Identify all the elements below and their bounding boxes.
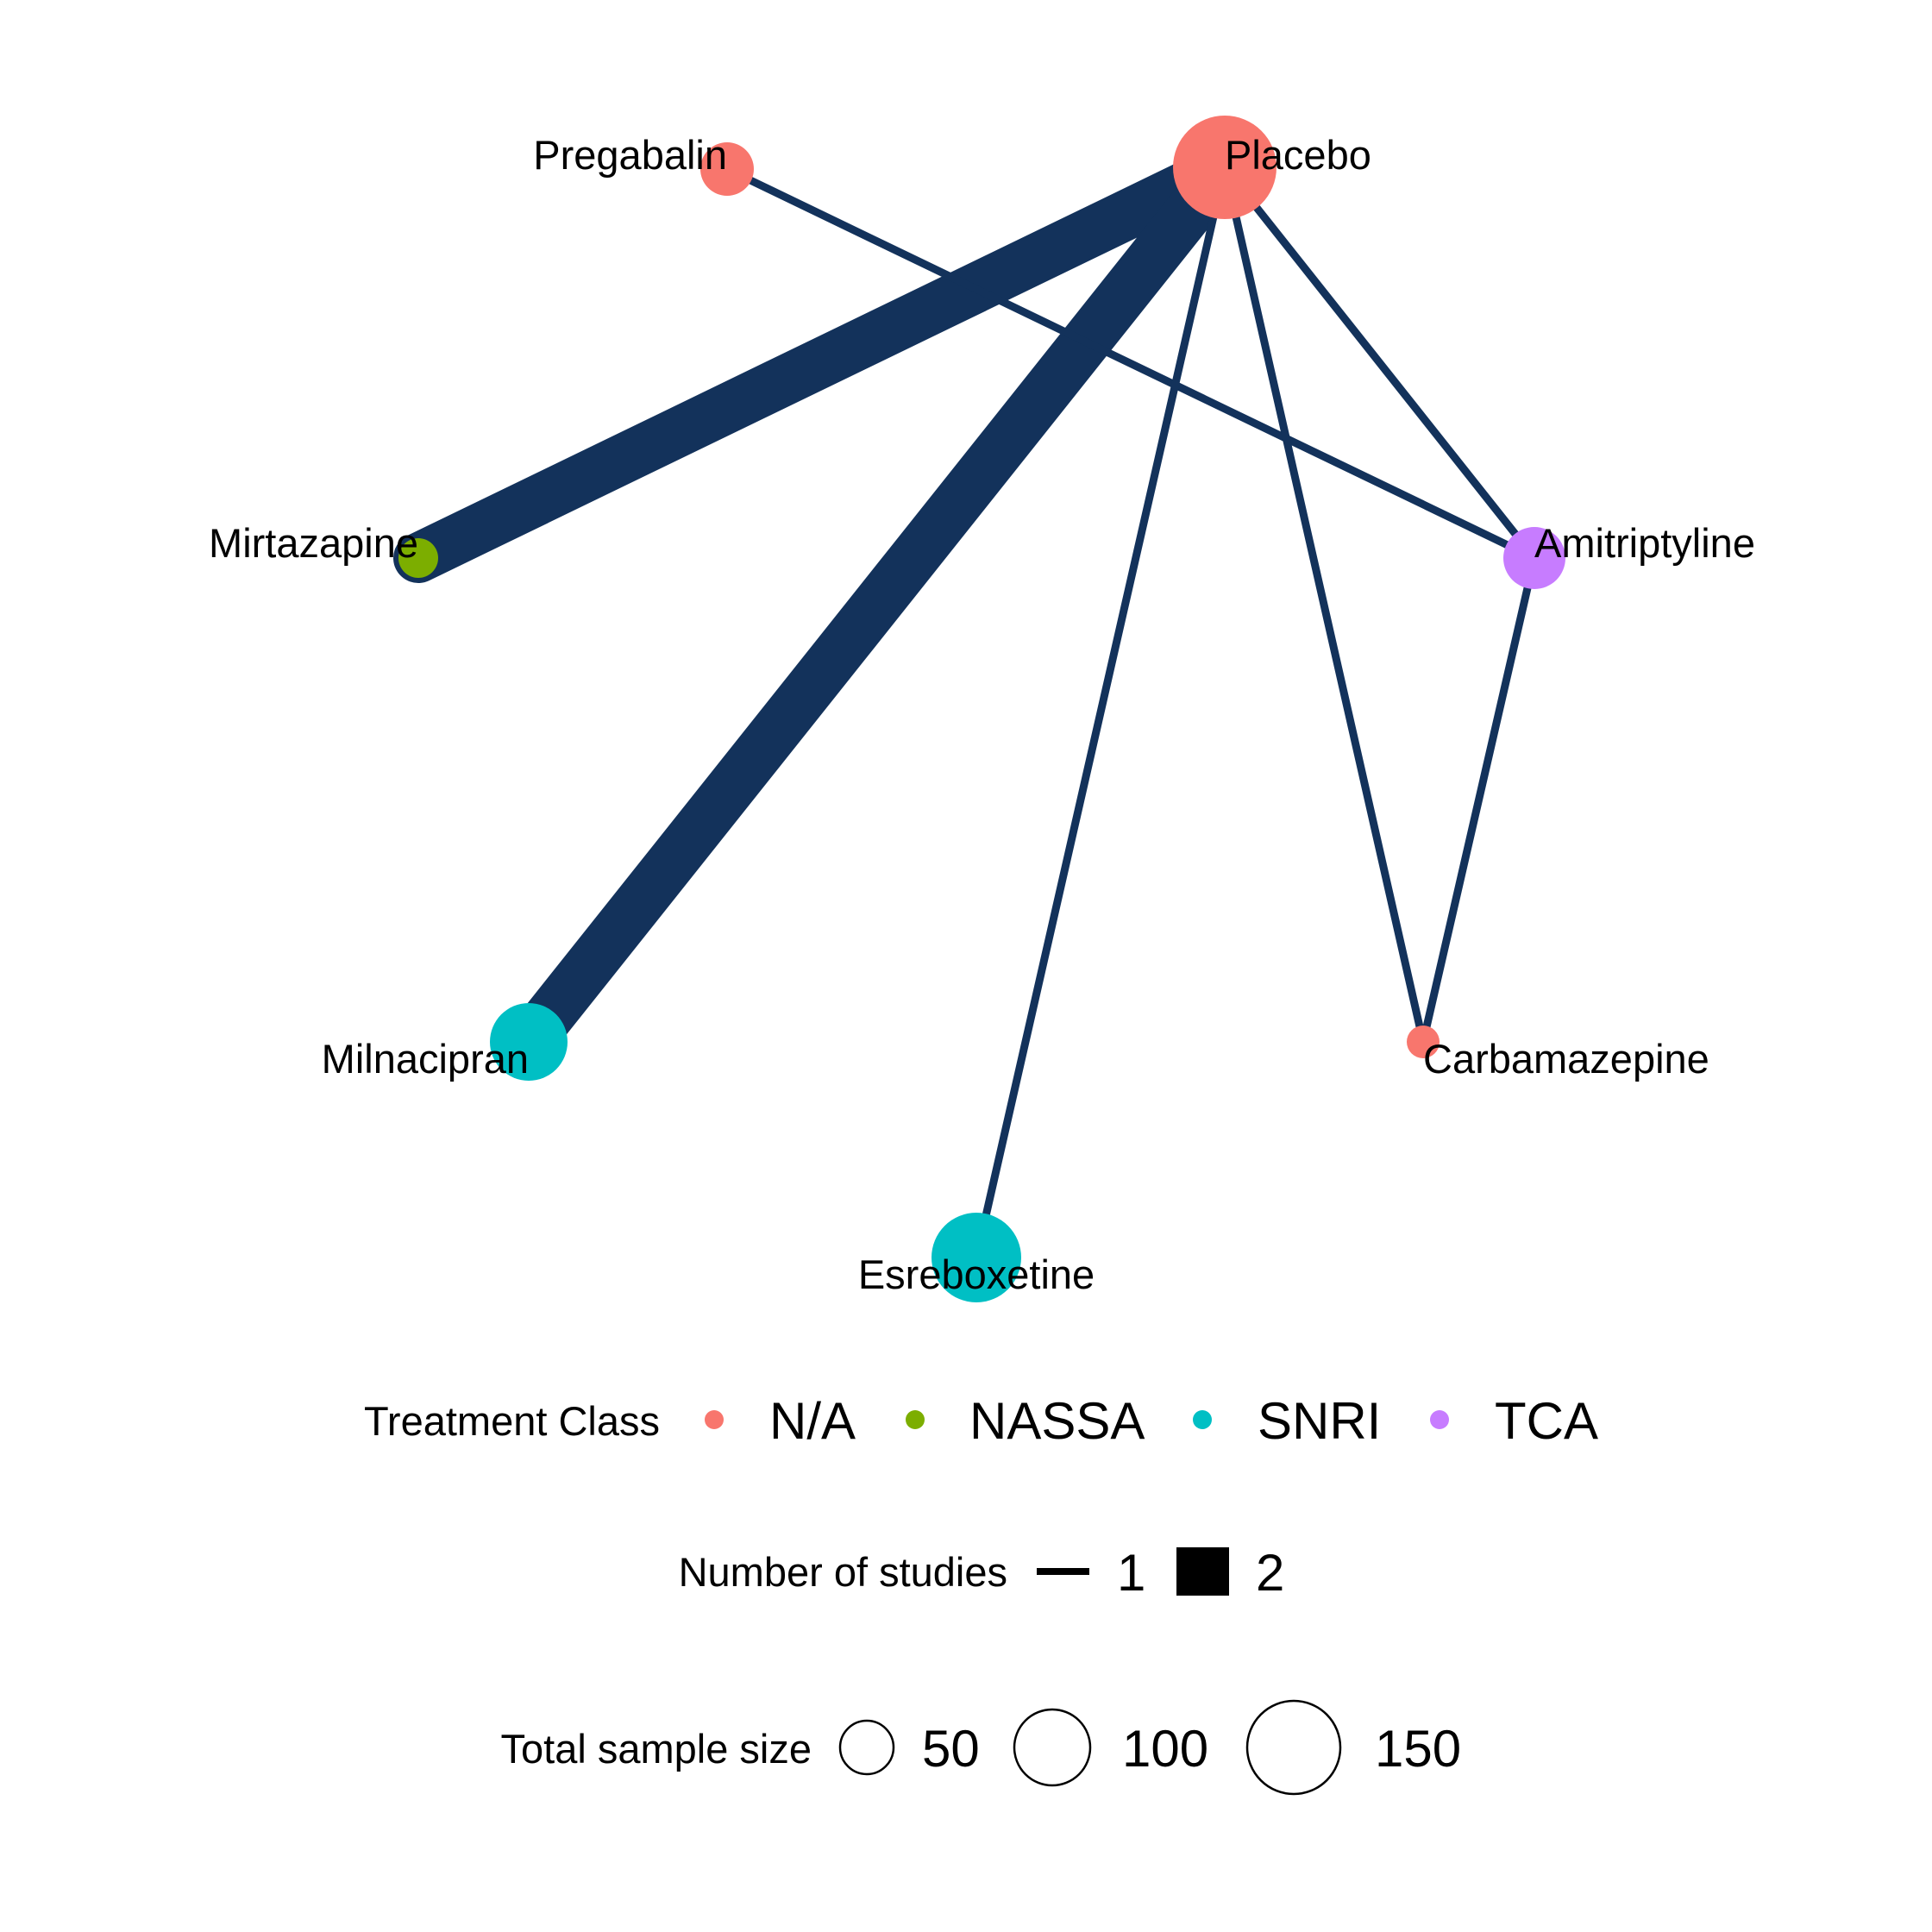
legend-size-circle-50 xyxy=(838,1719,895,1776)
edge-placebo-carbamazepine xyxy=(1220,163,1427,1046)
label-amitriptyline: Amitriptyline xyxy=(1534,520,1755,566)
legend-swatch-nassa xyxy=(906,1410,925,1429)
legend-size-circle-150 xyxy=(1245,1699,1342,1796)
label-esreboxetine: Esreboxetine xyxy=(858,1251,1095,1297)
legend-treatment-class-title: Treatment Class xyxy=(364,1398,660,1444)
legend-studies-item-2: 2 xyxy=(1256,1544,1284,1602)
legend-studies: Number of studies 1 2 xyxy=(679,1544,1285,1602)
legend-size-item-100: 100 xyxy=(1122,1720,1208,1778)
legend-swatch-na xyxy=(705,1410,724,1429)
label-carbamazepine: Carbamazepine xyxy=(1423,1036,1709,1082)
legend-swatch-tca xyxy=(1430,1410,1449,1429)
edge-amitriptyline-carbamazepine xyxy=(1419,554,1539,1046)
edge-pregabalin-amitriptyline xyxy=(723,165,1539,562)
node-placebo xyxy=(1173,116,1276,219)
node-pregabalin xyxy=(700,142,754,196)
legend-item-nassa: NASSA xyxy=(969,1392,1145,1450)
edge-placebo-esreboxetine xyxy=(972,163,1229,1262)
legend-studies-item-1: 1 xyxy=(1117,1544,1145,1602)
legend-treatment-class: Treatment Class N/A NASSA SNRI TCA xyxy=(364,1392,1598,1450)
label-mirtazapine: Mirtazapine xyxy=(209,520,418,566)
node-carbamazepine xyxy=(1407,1026,1440,1058)
label-placebo: Placebo xyxy=(1225,132,1371,178)
edges xyxy=(393,142,1539,1262)
node-milnacipran xyxy=(490,1003,568,1081)
legend-swatch-snri xyxy=(1193,1410,1212,1429)
legend-size-circle-100 xyxy=(1013,1708,1092,1787)
legend-studies-title: Number of studies xyxy=(679,1549,1007,1595)
legend-size-item-50: 50 xyxy=(922,1720,980,1778)
edge-placebo-amitriptyline xyxy=(1220,163,1539,562)
legend-item-na: N/A xyxy=(769,1392,856,1450)
node-amitriptyline xyxy=(1503,527,1565,589)
legend-item-tca: TCA xyxy=(1495,1392,1598,1450)
legend-item-snri: SNRI xyxy=(1258,1392,1381,1450)
nodes xyxy=(398,116,1565,1302)
legend-sample-size-title: Total sample size xyxy=(501,1726,812,1772)
edge-placebo-mirtazapine xyxy=(393,142,1250,583)
edge-placebo-milnacipran xyxy=(504,142,1250,1067)
legend-size-item-150: 150 xyxy=(1375,1720,1461,1778)
legend-sample-size: Total sample size 50 100 150 xyxy=(501,1699,1461,1796)
label-pregabalin: Pregabalin xyxy=(533,132,727,178)
label-milnacipran: Milnacipran xyxy=(322,1036,529,1082)
node-labels: Placebo Pregabalin Mirtazapine Amitripty… xyxy=(209,132,1755,1297)
node-mirtazapine xyxy=(398,538,438,578)
node-esreboxetine xyxy=(932,1213,1021,1302)
